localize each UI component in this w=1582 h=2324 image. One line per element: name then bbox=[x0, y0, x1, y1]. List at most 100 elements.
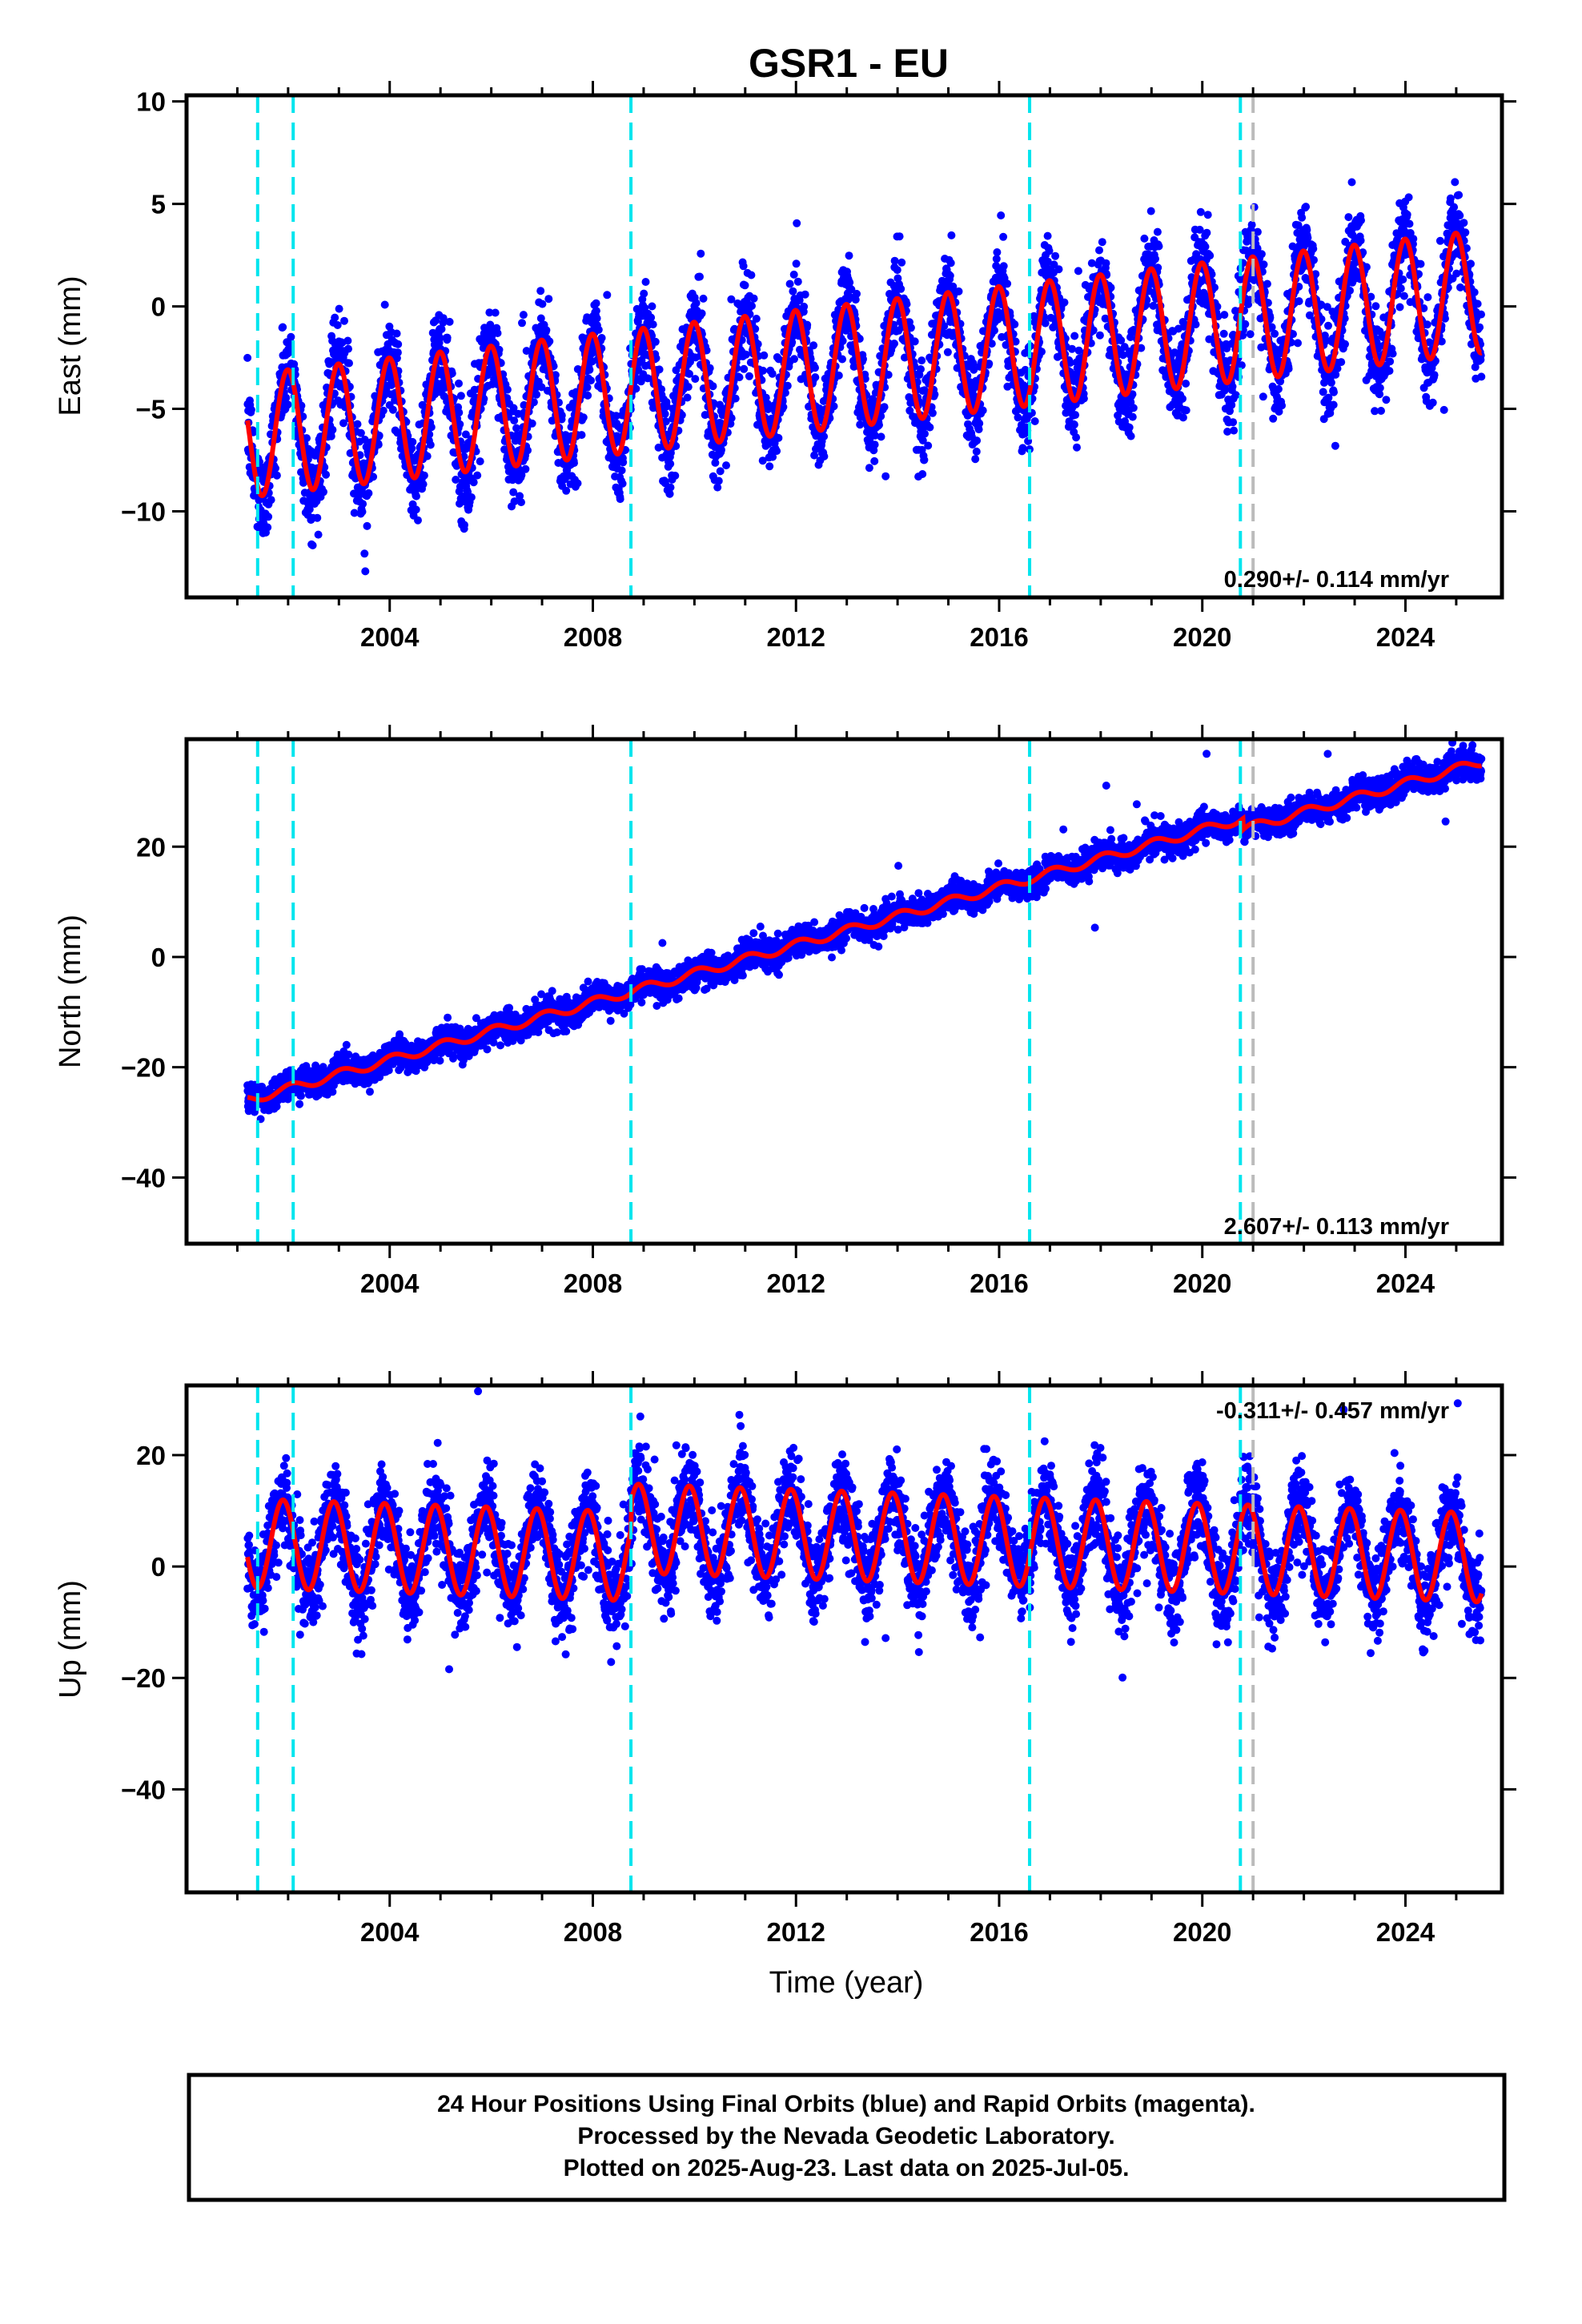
observation-point bbox=[1074, 267, 1082, 275]
observation-point bbox=[759, 366, 767, 375]
observation-point bbox=[545, 337, 554, 346]
observation-point bbox=[978, 406, 987, 415]
observation-point bbox=[1467, 259, 1475, 268]
observation-point bbox=[765, 462, 774, 471]
observation-point bbox=[427, 423, 436, 432]
observation-point bbox=[579, 413, 588, 422]
observation-point bbox=[1404, 193, 1413, 202]
observation-point bbox=[1456, 283, 1464, 292]
observation-point bbox=[1337, 358, 1346, 367]
observation-point bbox=[519, 311, 528, 320]
observation-point bbox=[379, 406, 387, 415]
observation-point bbox=[426, 440, 435, 449]
observation-point bbox=[1423, 320, 1431, 329]
observation-point bbox=[648, 302, 656, 311]
observation-point bbox=[993, 248, 1002, 256]
plot-title: GSR1 - EU bbox=[749, 41, 949, 86]
observation-point bbox=[684, 383, 693, 392]
observation-point bbox=[647, 313, 656, 322]
observation-point bbox=[282, 393, 291, 402]
observation-point bbox=[834, 371, 843, 380]
observation-point bbox=[752, 315, 761, 323]
observation-point bbox=[789, 270, 798, 279]
observation-point bbox=[747, 271, 756, 279]
observation-point bbox=[369, 472, 378, 481]
observation-point bbox=[361, 567, 370, 576]
observation-point bbox=[603, 291, 612, 300]
observation-point bbox=[1399, 292, 1408, 300]
observation-point bbox=[517, 498, 525, 507]
observation-point bbox=[773, 447, 781, 456]
observation-point bbox=[1095, 246, 1103, 255]
observation-point bbox=[699, 294, 708, 303]
observation-point bbox=[1451, 178, 1460, 187]
observation-point bbox=[1386, 357, 1395, 366]
observation-point bbox=[731, 394, 740, 403]
observation-point bbox=[640, 289, 648, 298]
observation-point bbox=[1203, 228, 1211, 237]
observation-point bbox=[1284, 364, 1293, 373]
observation-point bbox=[1347, 178, 1356, 187]
observation-point bbox=[364, 489, 373, 497]
observation-point bbox=[314, 530, 323, 539]
observation-point bbox=[340, 316, 348, 325]
observation-point bbox=[616, 495, 624, 504]
observation-point bbox=[1298, 213, 1307, 222]
observation-point bbox=[594, 325, 603, 334]
observation-point bbox=[972, 447, 981, 456]
observation-point bbox=[1146, 207, 1155, 215]
observation-point bbox=[592, 307, 600, 316]
observation-point bbox=[975, 419, 984, 428]
observation-point bbox=[476, 457, 484, 466]
observation-point bbox=[1030, 417, 1039, 425]
observation-point bbox=[374, 440, 383, 449]
observation-point bbox=[1230, 426, 1239, 435]
observation-point bbox=[1476, 323, 1484, 332]
observation-point bbox=[1330, 388, 1338, 396]
observation-point bbox=[436, 334, 444, 342]
observation-point bbox=[408, 437, 417, 446]
observation-point bbox=[1460, 219, 1468, 227]
observation-point bbox=[768, 369, 777, 378]
observation-point bbox=[971, 455, 980, 464]
observation-point bbox=[517, 471, 526, 480]
north-series-layer bbox=[243, 739, 1486, 1124]
observation-point bbox=[455, 379, 463, 388]
observation-point bbox=[308, 541, 317, 549]
observation-point bbox=[1129, 404, 1138, 412]
observation-point bbox=[1045, 247, 1054, 255]
observation-point bbox=[884, 371, 893, 379]
observation-point bbox=[1446, 194, 1455, 203]
observation-point bbox=[790, 355, 798, 364]
observation-point bbox=[697, 309, 706, 318]
observation-point bbox=[917, 365, 925, 373]
observation-point bbox=[577, 431, 586, 440]
observation-point bbox=[279, 323, 287, 332]
observation-point bbox=[917, 356, 926, 365]
observation-point bbox=[1231, 391, 1240, 400]
observation-point bbox=[1206, 251, 1215, 260]
observation-point bbox=[1274, 384, 1283, 393]
observation-point bbox=[696, 272, 704, 281]
observation-point bbox=[895, 232, 904, 241]
observation-point bbox=[789, 287, 797, 296]
observation-point bbox=[1371, 302, 1380, 311]
east-rate-label: 0.290+/- 0.114 mm/yr bbox=[1224, 567, 1449, 593]
observation-point bbox=[408, 444, 416, 452]
observation-point bbox=[1043, 231, 1052, 240]
observation-point bbox=[394, 340, 403, 348]
observation-point bbox=[924, 441, 933, 450]
observation-point bbox=[1126, 432, 1135, 440]
observation-point bbox=[445, 317, 454, 326]
observation-point bbox=[1409, 235, 1418, 243]
observation-point bbox=[1259, 392, 1267, 401]
observation-point bbox=[1102, 259, 1110, 267]
observation-point bbox=[1399, 275, 1407, 283]
observation-point bbox=[360, 549, 369, 558]
observation-point bbox=[890, 256, 899, 265]
observation-point bbox=[509, 404, 518, 412]
observation-point bbox=[350, 509, 359, 517]
east-axis-label: East (mm) bbox=[54, 275, 87, 416]
observation-point bbox=[557, 411, 566, 420]
